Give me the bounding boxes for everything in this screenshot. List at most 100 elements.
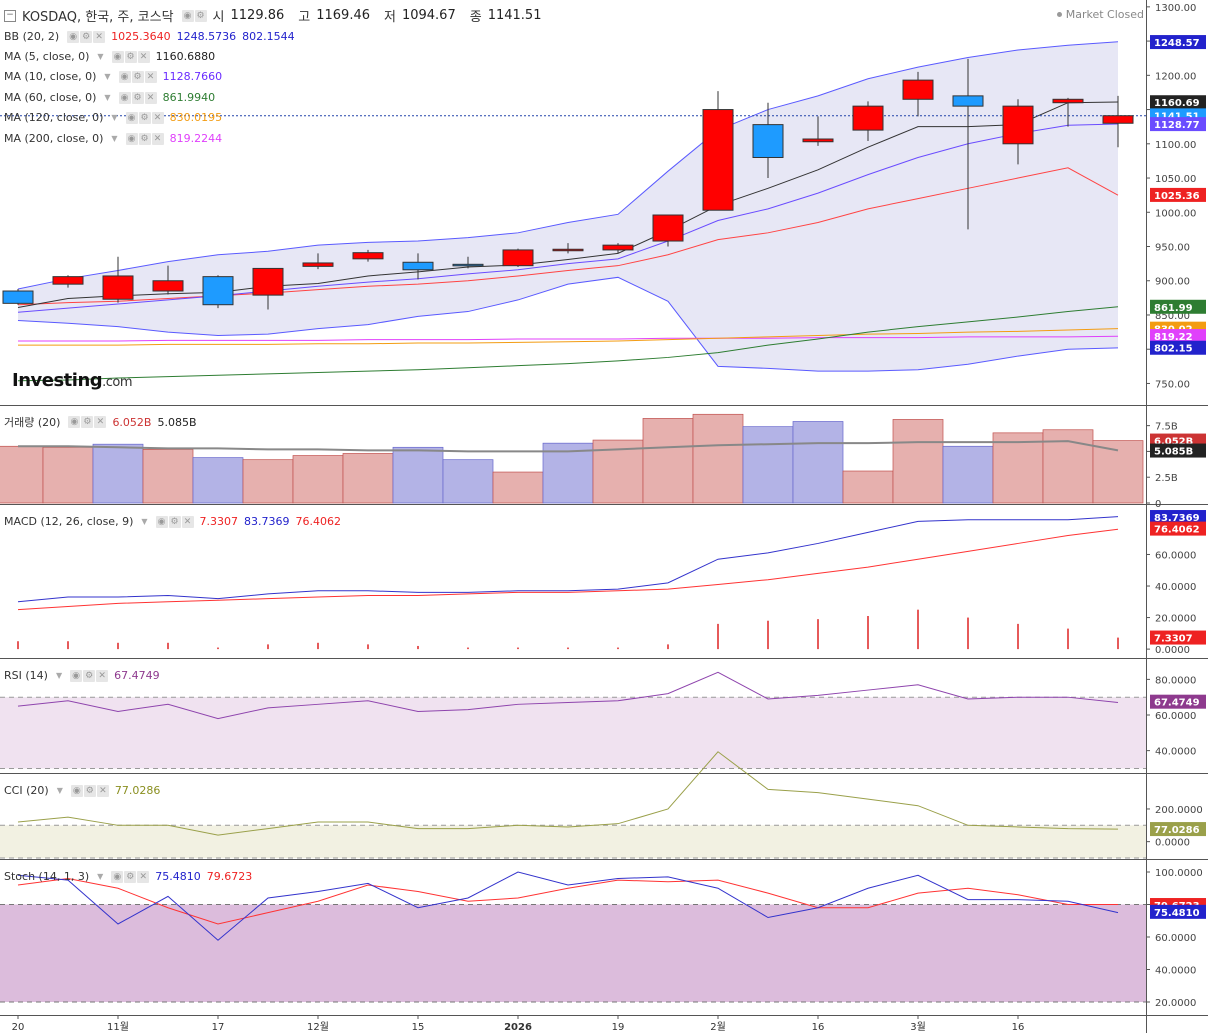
gear-icon[interactable]: ⚙ bbox=[131, 70, 144, 83]
candle-body bbox=[2, 290, 34, 304]
eye-icon[interactable]: ◉ bbox=[111, 50, 124, 63]
cci-value-tag: 77.0286 bbox=[1150, 822, 1206, 837]
ma10-controls[interactable]: ◉ ⚙ ✕ bbox=[118, 70, 157, 83]
value-tag-bg bbox=[1150, 510, 1206, 525]
bb-legend[interactable]: BB (20, 2) ◉ ⚙ ✕ 1025.3640 1248.5736 802.1… bbox=[4, 30, 295, 43]
rsi-legend[interactable]: RSI (14) ▼ ◉ ⚙ ✕ 67.4749 bbox=[4, 669, 160, 682]
minus-box-icon[interactable]: − bbox=[4, 9, 16, 22]
volume-legend[interactable]: 거래량 (20) ◉ ⚙ ✕ 6.052B 5.085B bbox=[4, 414, 197, 430]
volume-bar bbox=[492, 471, 544, 504]
close-icon[interactable]: ✕ bbox=[151, 132, 164, 145]
gear-icon[interactable]: ⚙ bbox=[80, 30, 93, 43]
close-icon[interactable]: ✕ bbox=[144, 91, 157, 104]
main-tick-label: 1200.00 bbox=[1155, 71, 1196, 82]
eye-icon[interactable]: ◉ bbox=[70, 784, 83, 797]
eye-icon[interactable]: ◉ bbox=[125, 111, 138, 124]
chevron-down-icon[interactable]: ▼ bbox=[104, 72, 111, 81]
macd-controls[interactable]: ◉ ⚙ ✕ bbox=[155, 515, 194, 528]
value-tag-bg bbox=[1150, 187, 1206, 202]
ma5-legend[interactable]: MA (5, close, 0) ▼ ◉ ⚙ ✕ 1160.6880 bbox=[4, 50, 215, 63]
macd-signal-value: 76.4062 bbox=[295, 515, 342, 528]
cci-band bbox=[0, 825, 1146, 858]
volume-value: 6.052B bbox=[112, 415, 152, 429]
stoch-value-tag: 75.4810 bbox=[1150, 904, 1206, 919]
eye-icon[interactable]: ◉ bbox=[155, 515, 168, 528]
symbol-controls[interactable]: ◉ ⚙ bbox=[181, 9, 207, 22]
volume-bar bbox=[842, 470, 894, 504]
macd-value: 83.7369 bbox=[244, 515, 290, 528]
eye-icon[interactable]: ◉ bbox=[70, 669, 83, 682]
ma5-controls[interactable]: ◉ ⚙ ✕ bbox=[111, 50, 150, 63]
eye-icon[interactable]: ◉ bbox=[111, 870, 124, 883]
ma120-controls[interactable]: ◉ ⚙ ✕ bbox=[125, 111, 164, 124]
gear-icon[interactable]: ⚙ bbox=[124, 870, 137, 883]
bb-controls[interactable]: ◉ ⚙ ✕ bbox=[67, 30, 106, 43]
chevron-down-icon[interactable]: ▼ bbox=[56, 786, 63, 795]
chevron-down-icon[interactable]: ▼ bbox=[141, 517, 148, 526]
bb-label: BB (20, 2) bbox=[4, 30, 60, 43]
main-value-tag: 1128.77 bbox=[1150, 117, 1206, 131]
stoch-legend[interactable]: Stoch (14, 1, 3) ▼ ◉ ⚙ ✕ 75.4810 79.6723 bbox=[4, 870, 252, 883]
main-tick-label: 850.00 bbox=[1155, 311, 1190, 322]
vol-value-tag: 5.085B bbox=[1150, 443, 1206, 458]
time-tick-label: 15 bbox=[412, 1022, 425, 1033]
candle-body bbox=[802, 138, 834, 143]
candle-body bbox=[902, 79, 934, 100]
close-icon[interactable]: ✕ bbox=[137, 870, 150, 883]
close-icon[interactable]: ✕ bbox=[151, 111, 164, 124]
main-tick-label: 950.00 bbox=[1155, 243, 1190, 254]
stoch-controls[interactable]: ◉ ⚙ ✕ bbox=[111, 870, 150, 883]
chevron-down-icon[interactable]: ▼ bbox=[111, 113, 118, 122]
candle-body bbox=[152, 280, 184, 292]
close-icon[interactable]: ✕ bbox=[96, 669, 109, 682]
volume-controls[interactable]: ◉ ⚙ ✕ bbox=[68, 416, 107, 428]
eye-icon[interactable]: ◉ bbox=[68, 416, 81, 428]
cci-legend[interactable]: CCI (20) ▼ ◉ ⚙ ✕ 77.0286 bbox=[4, 784, 160, 797]
time-tick-label: 3월 bbox=[910, 1021, 926, 1033]
gear-icon[interactable]: ⚙ bbox=[124, 50, 137, 63]
gear-icon[interactable]: ⚙ bbox=[131, 91, 144, 104]
ma60-legend[interactable]: MA (60, close, 0) ▼ ◉ ⚙ ✕ 861.9940 bbox=[4, 91, 215, 104]
candle bbox=[902, 71, 934, 117]
candle-body bbox=[852, 105, 884, 131]
ma120-legend[interactable]: MA (120, close, 0) ▼ ◉ ⚙ ✕ 830.0195 bbox=[4, 111, 222, 124]
eye-icon[interactable]: ◉ bbox=[181, 9, 194, 22]
macd-legend[interactable]: MACD (12, 26, close, 9) ▼ ◉ ⚙ ✕ 7.3307 83.7… bbox=[4, 515, 341, 528]
candle-body bbox=[652, 214, 684, 242]
eye-icon[interactable]: ◉ bbox=[118, 70, 131, 83]
candle bbox=[402, 253, 434, 280]
close-icon[interactable]: ✕ bbox=[93, 30, 106, 43]
gear-icon[interactable]: ⚙ bbox=[194, 9, 207, 22]
close-icon[interactable]: ✕ bbox=[96, 784, 109, 797]
eye-icon[interactable]: ◉ bbox=[125, 132, 138, 145]
close-icon[interactable]: ✕ bbox=[181, 515, 194, 528]
close-icon[interactable]: ✕ bbox=[137, 50, 150, 63]
eye-icon[interactable]: ◉ bbox=[67, 30, 80, 43]
ma200-controls[interactable]: ◉ ⚙ ✕ bbox=[125, 132, 164, 145]
candle bbox=[1002, 99, 1034, 165]
candle-body bbox=[602, 244, 634, 251]
chevron-down-icon[interactable]: ▼ bbox=[97, 52, 104, 61]
chevron-down-icon[interactable]: ▼ bbox=[104, 93, 111, 102]
gear-icon[interactable]: ⚙ bbox=[81, 416, 94, 428]
ma120-label: MA (120, close, 0) bbox=[4, 111, 104, 124]
eye-icon[interactable]: ◉ bbox=[118, 91, 131, 104]
close-icon[interactable]: ✕ bbox=[94, 416, 107, 428]
close-icon[interactable]: ✕ bbox=[144, 70, 157, 83]
gear-icon[interactable]: ⚙ bbox=[138, 111, 151, 124]
gear-icon[interactable]: ⚙ bbox=[83, 669, 96, 682]
value-tag-bg bbox=[1150, 299, 1206, 314]
cci-controls[interactable]: ◉ ⚙ ✕ bbox=[70, 784, 109, 797]
ma60-controls[interactable]: ◉ ⚙ ✕ bbox=[118, 91, 157, 104]
gear-icon[interactable]: ⚙ bbox=[138, 132, 151, 145]
ma200-legend[interactable]: MA (200, close, 0) ▼ ◉ ⚙ ✕ 819.2244 bbox=[4, 132, 222, 145]
gear-icon[interactable]: ⚙ bbox=[83, 784, 96, 797]
candle bbox=[302, 253, 334, 270]
chevron-down-icon[interactable]: ▼ bbox=[97, 872, 104, 881]
ma10-legend[interactable]: MA (10, close, 0) ▼ ◉ ⚙ ✕ 1128.7660 bbox=[4, 70, 222, 83]
rsi-controls[interactable]: ◉ ⚙ ✕ bbox=[70, 669, 109, 682]
chevron-down-icon[interactable]: ▼ bbox=[55, 671, 63, 680]
chevron-down-icon[interactable]: ▼ bbox=[111, 134, 118, 143]
gear-icon[interactable]: ⚙ bbox=[168, 515, 181, 528]
